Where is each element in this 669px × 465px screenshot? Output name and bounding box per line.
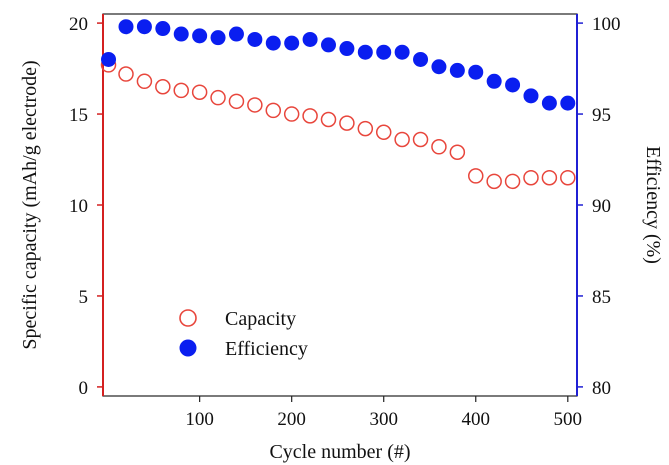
efficiency-point [320,37,336,53]
left-y-axis-title: Specific capacity (mAh/g electrode) [19,60,41,349]
capacity-point [155,79,171,95]
efficiency-point [155,21,171,37]
efficiency-point [560,95,576,111]
left-y-tick-label: 10 [69,196,88,217]
efficiency-point [339,41,355,57]
capacity-point [210,89,226,106]
efficiency-point [357,44,373,60]
capacity-point [357,120,374,137]
right-y-axis-title: Efficiency (%) [642,146,664,264]
efficiency-point [192,28,208,44]
capacity-point [191,84,208,100]
x-axis-title: Cycle number (#) [269,441,410,463]
x-tick-label: 300 [369,409,398,430]
capacity-point [504,173,521,190]
capacity-point [523,169,539,186]
efficiency-point [284,35,300,51]
x-tick-label: 100 [185,409,214,430]
efficiency-point [136,19,152,35]
capacity-point [431,139,447,155]
efficiency-point [468,64,484,80]
efficiency-point [523,88,539,104]
capacity-point [486,173,502,190]
efficiency-point [247,31,263,47]
capacity-point [283,106,300,122]
legend-marker-capacity [179,309,197,327]
legend: Capacity Efficiency [179,308,308,360]
left-y-tick-label: 5 [79,287,89,308]
efficiency-point [541,95,557,111]
efficiency-point [302,31,318,47]
series-capacity [100,57,576,190]
plot-frame [102,13,578,397]
x-tick-label: 400 [462,409,491,430]
capacity-point [265,102,282,119]
efficiency-point [413,51,429,67]
legend-label-efficiency: Efficiency [225,338,308,360]
capacity-point [468,168,484,184]
capacity-point [375,124,392,140]
efficiency-point [376,44,392,60]
right-y-tick-label: 95 [592,105,611,126]
efficiency-point [394,44,410,60]
series-efficiency [101,19,576,111]
capacity-point [412,131,429,148]
efficiency-point [505,77,521,93]
capacity-point [394,131,410,148]
right-y-tick-label: 90 [592,196,611,217]
efficiency-point [173,26,189,42]
capacity-point [173,82,189,99]
left-y-tick-label: 20 [69,14,88,35]
capacity-point [228,93,245,110]
capacity-point [320,111,337,128]
right-y-tick-label: 80 [592,378,611,399]
capacity-point [136,73,153,90]
capacity-point [302,108,318,124]
plot-area [102,13,578,397]
legend-marker-efficiency [179,339,197,357]
capacity-point [247,97,263,113]
left-y-tick-label: 0 [79,378,89,399]
left-y-axis-ticks: 0 5 10 15 20 [69,14,103,399]
efficiency-point [118,19,134,35]
capacity-point [541,169,558,186]
efficiency-point [431,59,447,75]
right-y-axis-ticks: 80 85 90 95 100 [577,14,621,399]
efficiency-point [228,26,244,42]
left-y-tick-label: 15 [69,105,88,126]
capacity-point [118,66,134,82]
efficiency-point [101,51,117,67]
x-axis-ticks: 100 200 300 400 500 [185,396,582,430]
capacity-point [449,144,466,160]
x-tick-label: 500 [554,409,583,430]
x-tick-label: 200 [277,409,306,430]
efficiency-point [210,30,226,46]
right-y-tick-label: 85 [592,287,611,308]
right-y-tick-label: 100 [592,14,621,35]
capacity-point [339,115,355,131]
efficiency-point [449,62,465,78]
efficiency-point [265,35,281,51]
capacity-point [560,169,576,186]
efficiency-point [486,73,502,89]
legend-label-capacity: Capacity [225,308,296,330]
